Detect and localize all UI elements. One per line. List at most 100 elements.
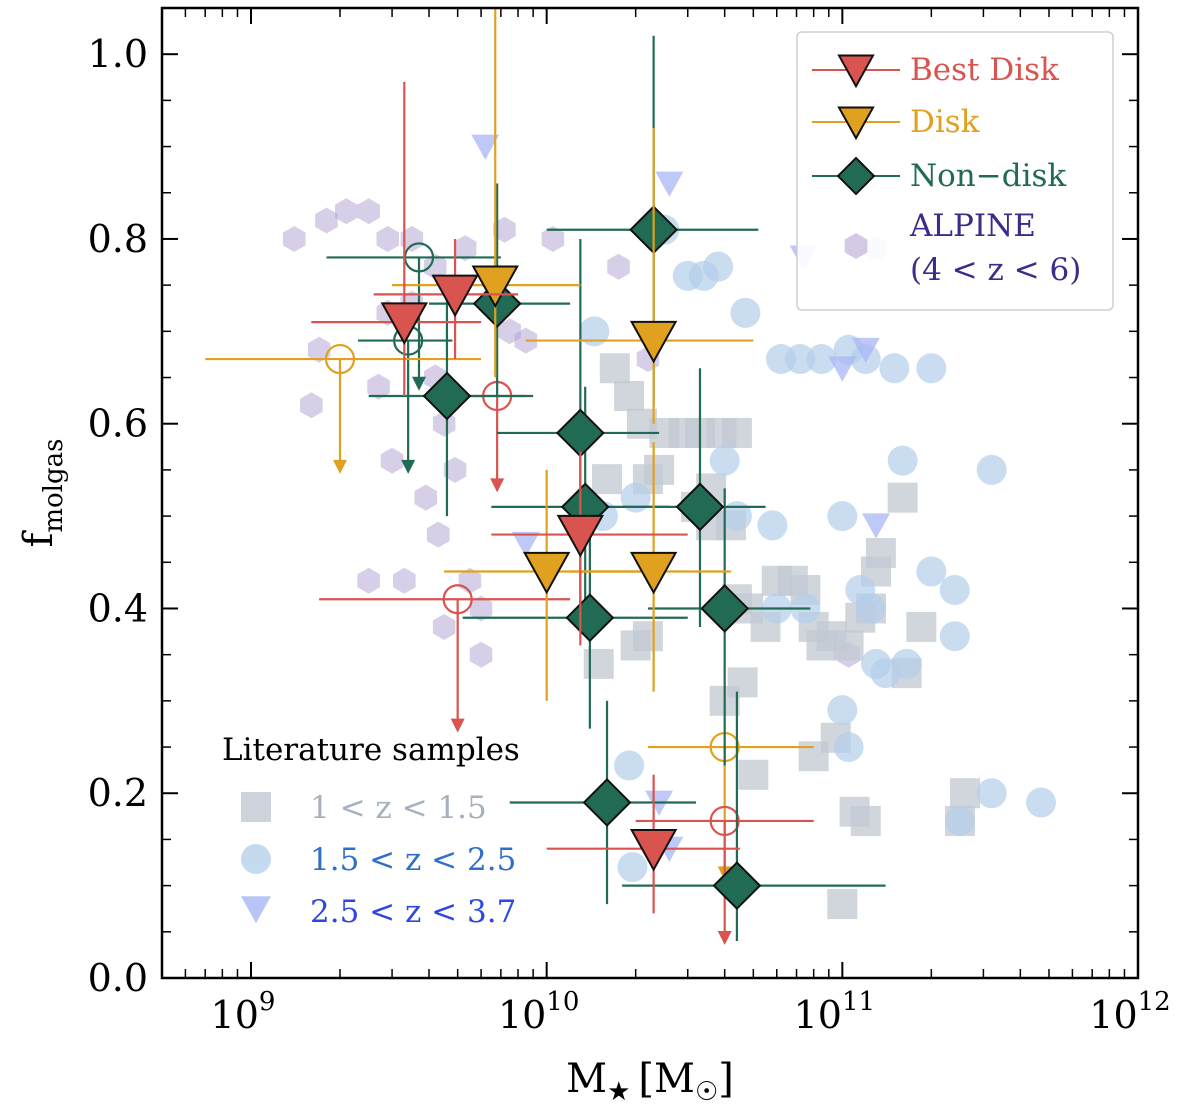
lit-point-low-z bbox=[827, 889, 858, 920]
upper-limit-arrowhead bbox=[333, 459, 348, 474]
upper-limit-arrowhead bbox=[490, 478, 505, 493]
lit-point-mid-z bbox=[939, 575, 970, 605]
lit-point-low-z bbox=[906, 611, 937, 642]
non-disk-point bbox=[712, 861, 762, 911]
lit-point-low-z bbox=[738, 759, 769, 790]
lit-point-high-z bbox=[851, 337, 880, 364]
literature-legend: Literature samples 1 < z < 1.5 1.5 < z <… bbox=[222, 732, 520, 930]
lit-legend-square bbox=[241, 792, 271, 822]
disk-point bbox=[629, 551, 678, 595]
y-tick-label: 1.0 bbox=[88, 32, 148, 76]
lit-point-mid-z bbox=[785, 344, 816, 375]
upper-limit-point bbox=[324, 343, 356, 375]
lit-point-mid-z bbox=[703, 251, 734, 282]
non-disk-point bbox=[675, 482, 725, 532]
alpine-point bbox=[427, 521, 450, 548]
y-axis-label: fmolgas bbox=[16, 439, 69, 548]
literature-label-mid-z: 1.5 < z < 2.5 bbox=[310, 842, 516, 878]
lit-point-low-z bbox=[887, 482, 918, 513]
literature-legend-symbols bbox=[241, 792, 271, 924]
lit-legend-circle bbox=[241, 844, 271, 874]
lit-point-mid-z bbox=[730, 297, 761, 328]
lit-point-mid-z bbox=[916, 556, 947, 587]
alpine-point bbox=[443, 456, 467, 483]
lit-point-mid-z bbox=[827, 501, 858, 532]
x-tick-label: 1011 bbox=[794, 987, 875, 1037]
legend-label-alpine-range: (4 < z < 6) bbox=[910, 252, 1081, 288]
x-tick-label: 1010 bbox=[498, 987, 579, 1037]
non-disk-point bbox=[700, 584, 750, 633]
lit-point-mid-z bbox=[579, 316, 610, 347]
y-tick-label: 0.8 bbox=[88, 217, 148, 261]
y-tick-label: 0.0 bbox=[88, 956, 148, 1000]
legend: Best Disk Disk Non−disk ALPINE (4 < z < … bbox=[796, 31, 1114, 311]
alpine-point bbox=[357, 198, 380, 225]
x-tick-label: 109 bbox=[211, 987, 276, 1037]
legend-label-alpine: ALPINE bbox=[909, 208, 1036, 244]
lit-point-mid-z bbox=[721, 501, 752, 532]
upper-limit-point bbox=[709, 805, 740, 837]
legend-marker-alpine bbox=[844, 233, 868, 259]
lit-point-mid-z bbox=[614, 750, 645, 781]
disk-point bbox=[471, 265, 519, 309]
legend-marker bbox=[837, 54, 875, 89]
lit-point-low-z bbox=[599, 353, 630, 384]
lit-point-mid-z bbox=[944, 805, 975, 836]
best-disk-point bbox=[556, 514, 605, 558]
x-tick-label: 1012 bbox=[1089, 987, 1170, 1037]
lit-point-high-z bbox=[828, 356, 857, 382]
alpine-point bbox=[283, 226, 306, 252]
upper-limit-arrowhead bbox=[401, 459, 416, 474]
lit-point-mid-z bbox=[757, 510, 788, 541]
legend-frame bbox=[796, 31, 1114, 311]
lit-point-mid-z bbox=[833, 732, 864, 763]
best-disk-point bbox=[431, 274, 479, 318]
alpine-point bbox=[400, 226, 424, 252]
alpine-point bbox=[367, 373, 390, 400]
lit-point-mid-z bbox=[939, 621, 970, 652]
sample-points bbox=[205, 8, 886, 946]
disk-point bbox=[629, 320, 678, 364]
alpine-point bbox=[432, 614, 456, 640]
literature-legend-title: Literature samples bbox=[222, 732, 520, 768]
non-disk-point bbox=[555, 408, 605, 458]
lit-point-high-z bbox=[471, 134, 500, 160]
literature-points bbox=[283, 134, 1057, 920]
lit-point-mid-z bbox=[1026, 787, 1057, 818]
lit-point-mid-z bbox=[891, 648, 922, 679]
disk-point bbox=[522, 551, 571, 595]
x-axis-label: M★ [M☉] bbox=[566, 1056, 734, 1107]
lit-point-mid-z bbox=[709, 445, 740, 476]
lit-point-mid-z bbox=[806, 344, 837, 375]
lit-point-mid-z bbox=[976, 454, 1007, 485]
best-disk-point bbox=[629, 828, 678, 872]
alpine-point bbox=[393, 567, 416, 594]
lit-point-mid-z bbox=[879, 353, 910, 384]
plot-frame bbox=[160, 6, 1140, 980]
alpine-point bbox=[315, 207, 338, 234]
legend-label-disk: Disk bbox=[910, 104, 980, 140]
lit-point-low-z bbox=[950, 778, 981, 809]
non-disk-point bbox=[582, 778, 632, 827]
lit-point-mid-z bbox=[976, 778, 1007, 809]
upper-limit-arrowhead bbox=[450, 718, 465, 733]
lit-point-low-z bbox=[583, 648, 614, 679]
legend-label-non-disk: Non−disk bbox=[910, 158, 1066, 194]
y-tick-label: 0.4 bbox=[88, 586, 148, 630]
alpine-point bbox=[607, 253, 630, 280]
y-tick-label: 0.6 bbox=[88, 402, 148, 446]
lit-point-low-z bbox=[833, 630, 864, 661]
alpine-point bbox=[376, 226, 399, 252]
lit-point-high-z bbox=[655, 171, 684, 197]
upper-limit-arrowhead bbox=[717, 931, 732, 946]
lit-point-mid-z bbox=[617, 852, 648, 883]
best-disk-point bbox=[380, 302, 429, 346]
alpine-point bbox=[541, 226, 565, 252]
non-disk-point bbox=[565, 593, 615, 643]
literature-label-low-z: 1 < z < 1.5 bbox=[310, 790, 487, 826]
lit-point-low-z bbox=[632, 621, 663, 652]
alpine-point bbox=[307, 336, 331, 363]
alpine-point bbox=[357, 567, 380, 594]
lit-point-low-z bbox=[865, 538, 896, 569]
upper-limit-point bbox=[442, 584, 473, 615]
